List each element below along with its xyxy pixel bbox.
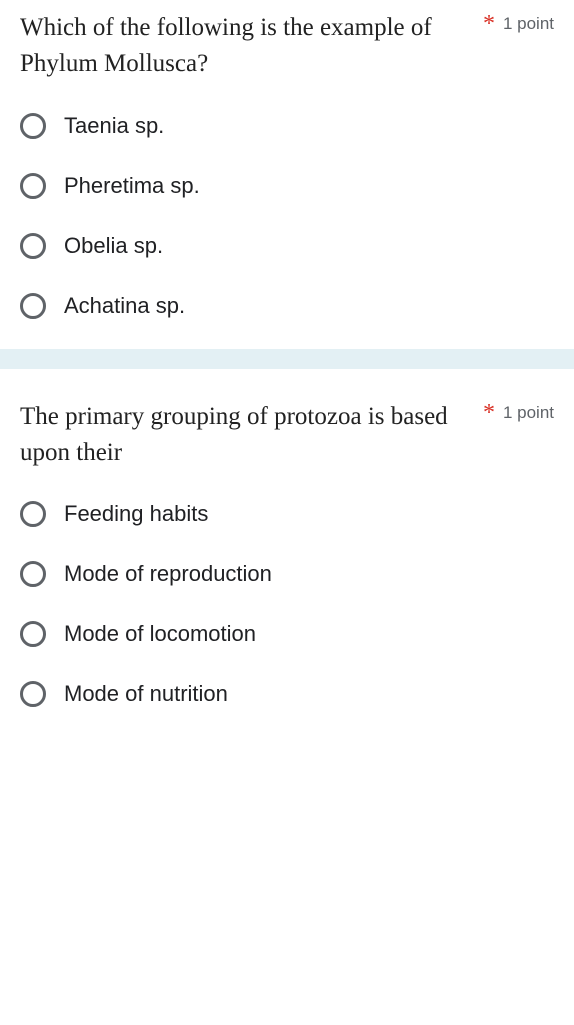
option-row[interactable]: Pheretima sp. [20, 173, 554, 199]
option-label: Taenia sp. [64, 113, 164, 139]
option-label: Achatina sp. [64, 293, 185, 319]
option-row[interactable]: Taenia sp. [20, 113, 554, 139]
option-row[interactable]: Mode of nutrition [20, 681, 554, 707]
radio-icon[interactable] [20, 501, 46, 527]
option-row[interactable]: Achatina sp. [20, 293, 554, 319]
option-row[interactable]: Obelia sp. [20, 233, 554, 259]
question-title: Which of the following is the example of… [20, 10, 483, 83]
radio-icon[interactable] [20, 173, 46, 199]
option-label: Mode of nutrition [64, 681, 228, 707]
question-header: The primary grouping of protozoa is base… [20, 399, 554, 472]
radio-icon[interactable] [20, 621, 46, 647]
option-row[interactable]: Mode of locomotion [20, 621, 554, 647]
option-row[interactable]: Mode of reproduction [20, 561, 554, 587]
required-asterisk: * [483, 10, 495, 39]
question-title: The primary grouping of protozoa is base… [20, 399, 483, 472]
radio-icon[interactable] [20, 233, 46, 259]
radio-icon[interactable] [20, 113, 46, 139]
option-label: Mode of locomotion [64, 621, 256, 647]
points-label: 1 point [503, 10, 554, 37]
question-card-1: Which of the following is the example of… [0, 0, 574, 349]
option-label: Feeding habits [64, 501, 208, 527]
radio-icon[interactable] [20, 561, 46, 587]
points-label: 1 point [503, 399, 554, 426]
option-label: Pheretima sp. [64, 173, 200, 199]
question-header: Which of the following is the example of… [20, 10, 554, 83]
option-label: Mode of reproduction [64, 561, 272, 587]
option-row[interactable]: Feeding habits [20, 501, 554, 527]
question-card-2: The primary grouping of protozoa is base… [0, 369, 574, 718]
option-label: Obelia sp. [64, 233, 163, 259]
radio-icon[interactable] [20, 681, 46, 707]
options-group: Feeding habits Mode of reproduction Mode… [20, 501, 554, 707]
options-group: Taenia sp. Pheretima sp. Obelia sp. Acha… [20, 113, 554, 319]
section-divider [0, 349, 574, 369]
required-asterisk: * [483, 399, 495, 428]
radio-icon[interactable] [20, 293, 46, 319]
